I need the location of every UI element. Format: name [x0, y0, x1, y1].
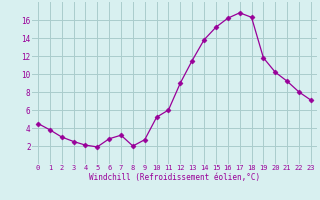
X-axis label: Windchill (Refroidissement éolien,°C): Windchill (Refroidissement éolien,°C) — [89, 173, 260, 182]
